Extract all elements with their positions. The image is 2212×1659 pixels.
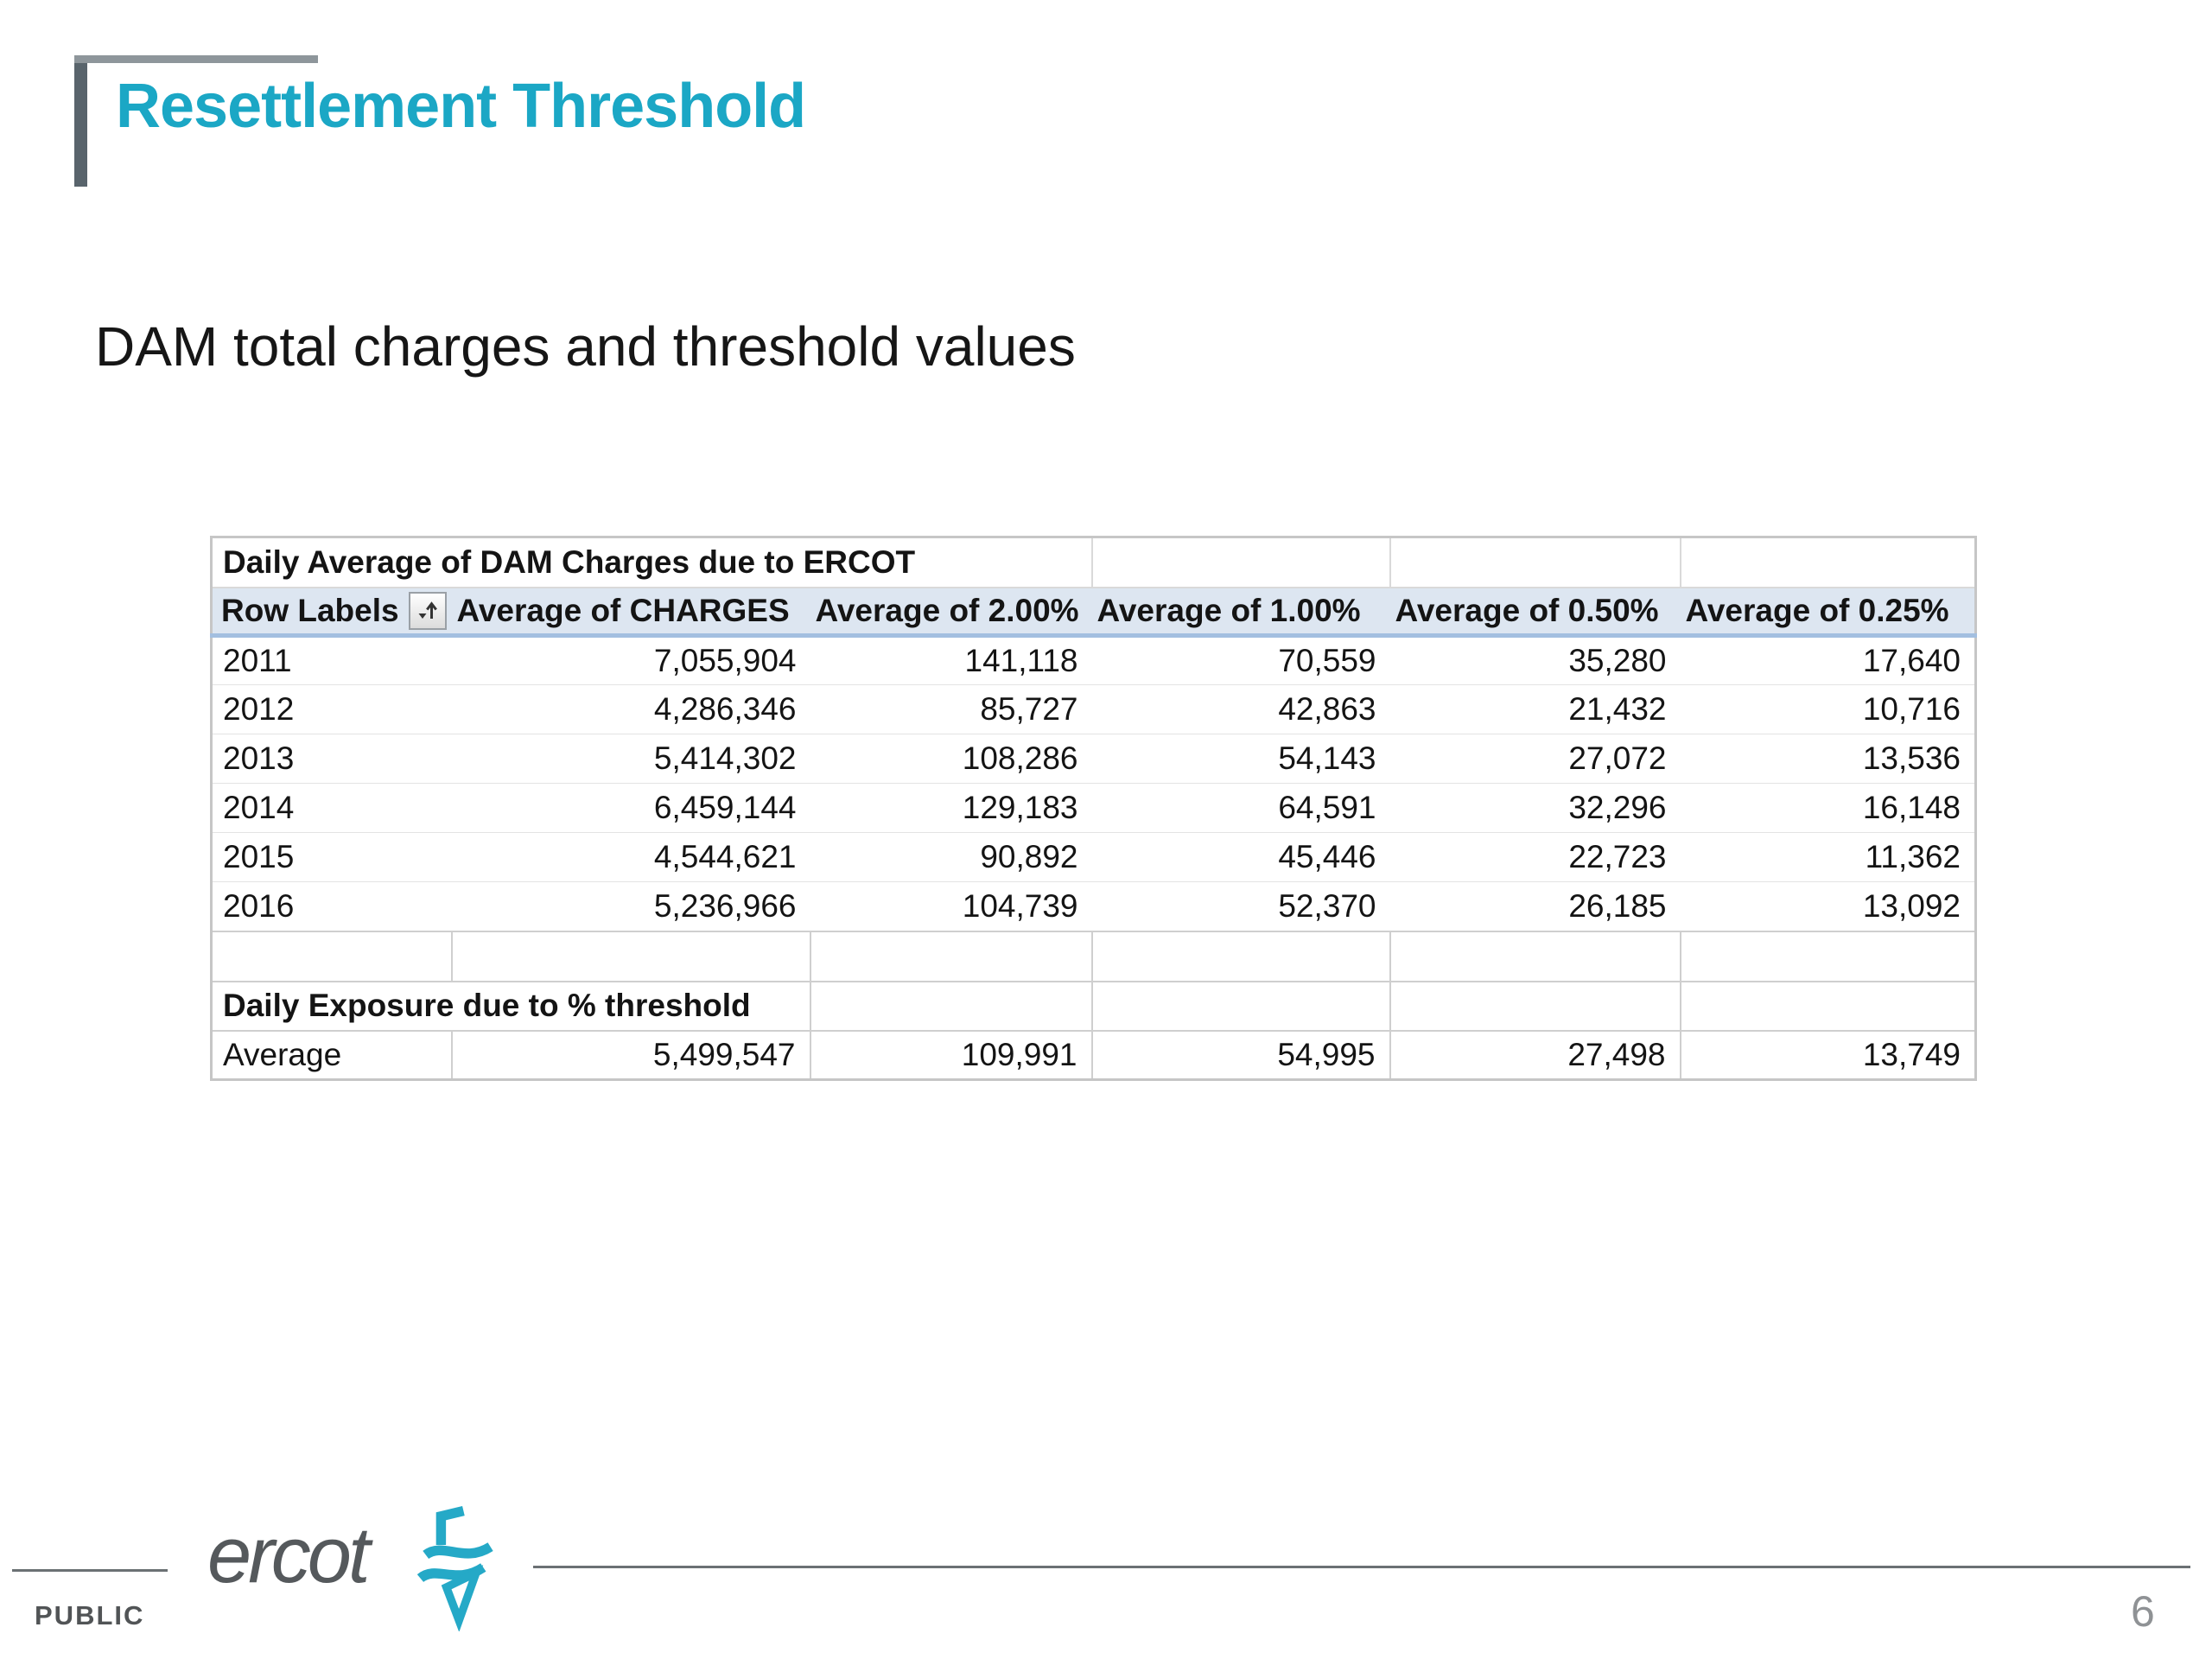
table-average-row: Average 5,499,547 109,991 54,995 27,498 … (210, 1029, 1977, 1081)
table-section-row: Daily Exposure due to % threshold (210, 980, 1977, 1032)
cell-2-00: 141,118 (810, 635, 1092, 685)
cell-2-00: 129,183 (810, 783, 1092, 833)
table-cell-empty (1389, 980, 1681, 1032)
page-number: 6 (2131, 1587, 2155, 1636)
cell-0-25: 10,716 (1680, 684, 1976, 734)
cell-2-00: 90,892 (810, 832, 1092, 882)
cell-0-50: 27,072 (1389, 734, 1681, 784)
table-cell-empty (1389, 536, 1681, 588)
table-cell-empty (1679, 980, 1977, 1032)
cell-1-00: 54,143 (1091, 734, 1390, 784)
table-cell-empty (1090, 536, 1391, 588)
row-label: 2013 (211, 734, 452, 784)
table-row-2016: 2016 5,236,966 104,739 52,370 26,185 13,… (211, 881, 1976, 931)
footer-divider-right (533, 1566, 2190, 1568)
pivot-table: Daily Average of DAM Charges due to ERCO… (210, 536, 1977, 1081)
column-header-row-labels: Row Labels (211, 587, 452, 638)
cell-0-25: 11,362 (1680, 832, 1976, 882)
cell-0-50: 27,498 (1389, 1029, 1681, 1081)
cell-charges: 4,286,346 (451, 684, 810, 734)
table-row-2012: 2012 4,286,346 85,727 42,863 21,432 10,7… (211, 684, 1976, 734)
table-cell-empty (1679, 930, 1977, 982)
cell-0-50: 26,185 (1389, 881, 1681, 931)
table-row-2015: 2015 4,544,621 90,892 45,446 22,723 11,3… (211, 832, 1976, 882)
row-labels-text: Row Labels (221, 592, 399, 628)
table-cell-empty (450, 930, 811, 982)
cell-2-00: 104,739 (810, 881, 1092, 931)
table-row-2011: 2011 7,055,904 141,118 70,559 35,280 17,… (211, 635, 1976, 685)
table-cell-empty (809, 980, 1093, 1032)
table-row-2014: 2014 6,459,144 129,183 64,591 32,296 16,… (211, 783, 1976, 833)
cell-0-25: 13,536 (1680, 734, 1976, 784)
table-header-row: Row Labels Average of CHARGES Average of… (211, 587, 1976, 638)
section-label: Daily Exposure due to % threshold (210, 980, 811, 1032)
row-label: 2012 (211, 684, 452, 734)
table-cell-empty (1679, 536, 1977, 588)
cell-charges: 5,499,547 (450, 1029, 811, 1081)
slide-subtitle: DAM total charges and threshold values (95, 315, 1076, 378)
table-cell-empty (1389, 930, 1681, 982)
title-bracket-vertical (74, 55, 87, 187)
table-cell-empty (210, 930, 453, 982)
cell-2-00: 85,727 (810, 684, 1092, 734)
cell-2-00: 108,286 (810, 734, 1092, 784)
table-row-2013: 2013 5,414,302 108,286 54,143 27,072 13,… (211, 734, 1976, 784)
table-cell-empty (809, 930, 1093, 982)
cell-charges: 4,544,621 (451, 832, 810, 882)
cell-1-00: 52,370 (1091, 881, 1390, 931)
column-header-charges: Average of CHARGES (451, 587, 810, 638)
table-spacer-row (210, 930, 1977, 982)
cell-1-00: 45,446 (1091, 832, 1390, 882)
cell-charges: 5,236,966 (451, 881, 810, 931)
cell-charges: 5,414,302 (451, 734, 810, 784)
cell-0-50: 35,280 (1389, 635, 1681, 685)
row-label: 2016 (211, 881, 452, 931)
table-caption: Daily Average of DAM Charges due to ERCO… (210, 536, 1093, 588)
average-label: Average (210, 1029, 453, 1081)
slide-title: Resettlement Threshold (116, 72, 806, 141)
cell-charges: 7,055,904 (451, 635, 810, 685)
cell-1-00: 64,591 (1091, 783, 1390, 833)
cell-1-00: 54,995 (1090, 1029, 1391, 1081)
cell-1-00: 42,863 (1091, 684, 1390, 734)
column-header-0-50: Average of 0.50% (1389, 587, 1681, 638)
cell-0-25: 13,092 (1680, 881, 1976, 931)
cell-0-50: 32,296 (1389, 783, 1681, 833)
cell-0-50: 22,723 (1389, 832, 1681, 882)
classification-label: PUBLIC (35, 1600, 145, 1630)
cell-0-50: 21,432 (1389, 684, 1681, 734)
cell-1-00: 70,559 (1091, 635, 1390, 685)
row-label: 2015 (211, 832, 452, 882)
row-label: 2011 (211, 635, 452, 685)
cell-0-25: 17,640 (1680, 635, 1976, 685)
table-cell-empty (1090, 930, 1391, 982)
cell-2-00: 109,991 (809, 1029, 1093, 1081)
cell-0-25: 13,749 (1679, 1029, 1977, 1081)
row-label: 2014 (211, 783, 452, 833)
footer-divider-left (12, 1569, 168, 1572)
table-caption-row: Daily Average of DAM Charges due to ERCO… (210, 536, 1977, 588)
table-cell-empty (1090, 980, 1391, 1032)
title-bracket-horizontal (74, 55, 318, 63)
cell-charges: 6,459,144 (451, 783, 810, 833)
column-header-0-25: Average of 0.25% (1680, 587, 1976, 638)
sort-filter-dropdown-button[interactable] (408, 591, 447, 630)
ercot-bolt-icon (416, 1505, 493, 1631)
column-header-2-00: Average of 2.00% (810, 587, 1092, 638)
column-header-1-00: Average of 1.00% (1091, 587, 1390, 638)
ercot-logo-text: ercot (207, 1511, 371, 1599)
cell-0-25: 16,148 (1680, 783, 1976, 833)
sort-filter-icon (418, 601, 437, 619)
